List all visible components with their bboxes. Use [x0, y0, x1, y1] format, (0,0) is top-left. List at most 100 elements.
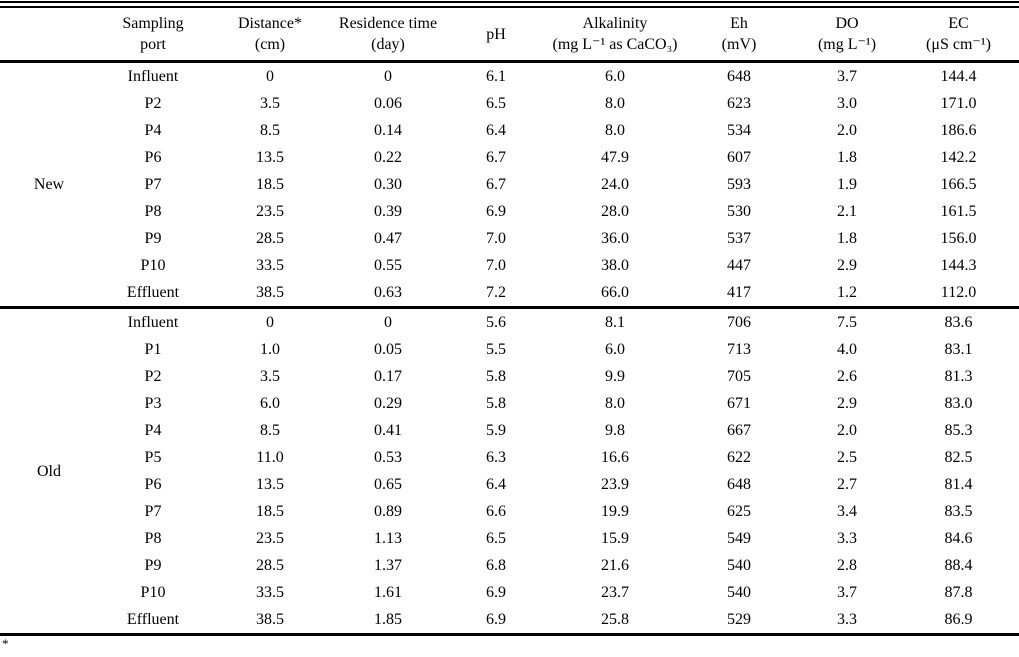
cell-distance: 28.5: [256, 557, 284, 574]
cell-ec: 86.9: [944, 611, 973, 628]
column-header-ec: EC (μS cm⁻¹): [898, 5, 1019, 62]
cell-do: 3.4: [837, 503, 857, 520]
cell-residence-time: 1.37: [374, 557, 402, 574]
cell-sampling-port: P8: [144, 530, 162, 547]
column-header-line: Eh: [730, 15, 748, 32]
cell-alkalinity: 23.9: [601, 476, 629, 493]
table-row: P7 18.5 0.89 6.6 19.9 625 3.4 83.5: [0, 498, 1019, 525]
cell-sampling-port: P9: [144, 557, 162, 574]
cell-eh: 529: [727, 611, 751, 628]
cell-ph: 5.6: [486, 314, 506, 331]
cell-do: 3.7: [837, 68, 857, 85]
cell-distance: 13.5: [256, 476, 284, 493]
cell-eh: 705: [727, 368, 751, 385]
table-row: P10 33.5 0.55 7.0 38.0 447 2.9 144.3: [0, 252, 1019, 279]
footnote-marker: *: [2, 636, 9, 651]
cell-sampling-port: P2: [144, 368, 162, 385]
cell-ec: 144.3: [940, 257, 977, 274]
cell-eh: 537: [727, 230, 751, 247]
cell-residence-time: 0.65: [374, 476, 402, 493]
cell-ph: 6.1: [486, 68, 506, 85]
table-row: P6 13.5 0.65 6.4 23.9 648 2.7 81.4: [0, 471, 1019, 498]
cell-alkalinity: 23.7: [601, 584, 629, 601]
cell-alkalinity: 8.0: [605, 122, 625, 139]
cell-alkalinity: 15.9: [601, 530, 629, 547]
cell-sampling-port: P5: [144, 449, 162, 466]
cell-ph: 6.8: [486, 557, 506, 574]
cell-eh: 417: [727, 284, 751, 301]
cell-sampling-port: P7: [144, 503, 162, 520]
cell-eh: 648: [727, 476, 751, 493]
cell-residence-time: 0: [384, 314, 392, 331]
cell-alkalinity: 6.0: [605, 341, 625, 358]
table-row: P7 18.5 0.30 6.7 24.0 593 1.9 166.5: [0, 171, 1019, 198]
cell-ec: 186.6: [940, 122, 977, 139]
cell-alkalinity: 24.0: [601, 176, 629, 193]
cell-alkalinity: 21.6: [601, 557, 629, 574]
cell-ph: 6.7: [486, 176, 506, 193]
cell-distance: 23.5: [256, 203, 284, 220]
group-column-header: [0, 5, 98, 62]
cell-ec: 171.0: [940, 95, 977, 112]
cell-eh: 447: [727, 257, 751, 274]
cell-residence-time: 0: [384, 68, 392, 85]
cell-sampling-port: P1: [144, 341, 162, 358]
column-header-alkalinity: Alkalinity (mg L⁻¹ as CaCO₃): [548, 5, 682, 62]
cell-residence-time: 0.47: [374, 230, 402, 247]
cell-do: 1.8: [837, 149, 857, 166]
cell-do: 7.5: [837, 314, 857, 331]
column-header-line: (mg L⁻¹): [817, 36, 877, 53]
cell-do: 1.8: [837, 230, 857, 247]
cell-do: 2.1: [837, 203, 857, 220]
table-row: P8 23.5 1.13 6.5 15.9 549 3.3 84.6: [0, 525, 1019, 552]
cell-do: 3.3: [837, 530, 857, 547]
cell-distance: 3.5: [260, 368, 280, 385]
cell-eh: 549: [727, 530, 751, 547]
table-section-old: Old Influent 0 0 5.6 8.1 706 7.5 83.6 P1 1.0 0.05 5.…: [0, 307, 1019, 635]
cell-residence-time: 0.22: [374, 149, 402, 166]
column-header-line: (mg L⁻¹ as CaCO₃): [552, 36, 678, 53]
cell-ec: 88.4: [944, 557, 973, 574]
column-header-line: (mV): [721, 36, 757, 53]
cell-residence-time: 0.41: [374, 422, 402, 439]
cell-sampling-port: Effluent: [126, 611, 180, 628]
cell-residence-time: 0.17: [374, 368, 402, 385]
cell-residence-time: 1.61: [374, 584, 402, 601]
cell-alkalinity: 8.0: [605, 395, 625, 412]
group-label: New: [33, 176, 65, 193]
cell-ec: 87.8: [944, 584, 973, 601]
cell-residence-time: 1.85: [374, 611, 402, 628]
cell-distance: 13.5: [256, 149, 284, 166]
cell-alkalinity: 9.8: [605, 422, 625, 439]
column-header-line: (cm): [254, 36, 286, 53]
cell-do: 1.9: [837, 176, 857, 193]
cell-ph: 6.7: [486, 149, 506, 166]
column-header-line: EC: [948, 15, 969, 32]
cell-do: 2.0: [837, 122, 857, 139]
cell-eh: 648: [727, 68, 751, 85]
column-header-line: (μS cm⁻¹): [926, 36, 991, 53]
cell-ph: 6.9: [486, 584, 506, 601]
cell-distance: 23.5: [256, 530, 284, 547]
cell-sampling-port: Effluent: [126, 284, 180, 301]
cell-ph: 5.8: [486, 368, 506, 385]
cell-eh: 713: [727, 341, 751, 358]
column-header-distance: Distance* (cm): [208, 5, 332, 62]
table-row: P4 8.5 0.41 5.9 9.8 667 2.0 85.3: [0, 417, 1019, 444]
cell-do: 2.7: [837, 476, 857, 493]
cell-eh: 671: [727, 395, 751, 412]
cell-distance: 6.0: [260, 395, 280, 412]
column-header-line: Residence time: [338, 15, 438, 32]
table-row: P3 6.0 0.29 5.8 8.0 671 2.9 83.0: [0, 390, 1019, 417]
cell-eh: 706: [727, 314, 751, 331]
cell-distance: 38.5: [256, 284, 284, 301]
cell-eh: 607: [727, 149, 751, 166]
table-row: P10 33.5 1.61 6.9 23.7 540 3.7 87.8: [0, 579, 1019, 606]
cell-do: 2.9: [837, 257, 857, 274]
cell-distance: 33.5: [256, 584, 284, 601]
cell-alkalinity: 9.9: [605, 368, 625, 385]
cell-ec: 166.5: [940, 176, 977, 193]
cell-residence-time: 0.55: [374, 257, 402, 274]
cell-alkalinity: 16.6: [601, 449, 629, 466]
